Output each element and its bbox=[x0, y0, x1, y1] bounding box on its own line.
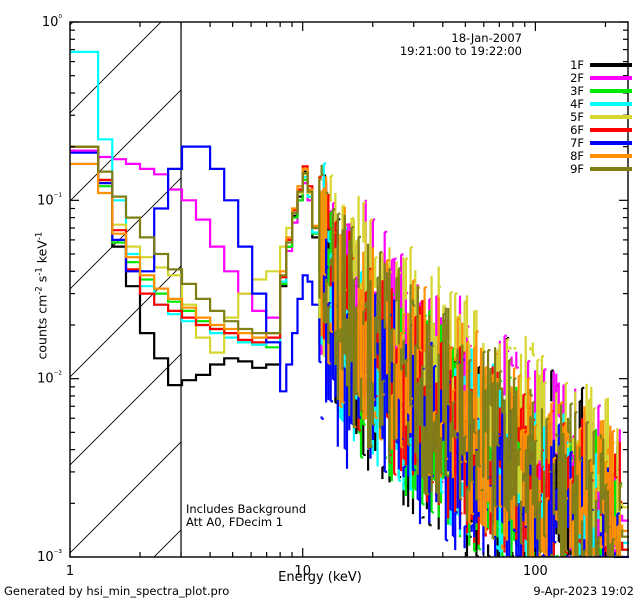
annotation-line-1: Includes Background bbox=[186, 502, 307, 516]
legend-label: 8F bbox=[570, 148, 584, 163]
legend-swatch bbox=[590, 140, 632, 145]
legend-label: 5F bbox=[570, 109, 584, 124]
legend-item-3f: 3F bbox=[524, 83, 632, 98]
x-tick-label: 10 bbox=[294, 564, 311, 579]
legend-label: 4F bbox=[570, 96, 584, 111]
legend-item-5f: 5F bbox=[524, 109, 632, 124]
legend-label: 3F bbox=[570, 83, 584, 98]
legend-swatch bbox=[590, 75, 632, 80]
legend-swatch bbox=[590, 127, 632, 132]
axis-frame bbox=[69, 21, 629, 558]
legend-item-1f: 1F bbox=[524, 57, 632, 72]
mask-top bbox=[0, 0, 640, 22]
legend: 1F 2F 3F 4F 5F 6F 7F 8F 9F bbox=[524, 57, 632, 176]
observation-time-range: 19:21:00 to 19:22:00 bbox=[399, 44, 522, 58]
series-noise-overlay bbox=[318, 162, 623, 558]
legend-swatch bbox=[590, 88, 632, 93]
observation-date: 18-Jan-2007 bbox=[451, 31, 522, 45]
legend-label: 7F bbox=[570, 135, 584, 150]
observation-header: 18-Jan-2007 19:21:00 to 19:22:00 bbox=[400, 32, 522, 58]
legend-swatch bbox=[590, 62, 632, 67]
legend-swatch bbox=[590, 114, 632, 119]
legend-item-8f: 8F bbox=[524, 148, 632, 163]
legend-label: 2F bbox=[570, 70, 584, 85]
mask-right bbox=[629, 0, 640, 600]
legend-item-4f: 4F bbox=[524, 96, 632, 111]
legend-swatch bbox=[590, 166, 632, 171]
footer-generator: Generated by hsi_min_spectra_plot.pro bbox=[4, 584, 230, 598]
legend-label: 6F bbox=[570, 122, 584, 137]
legend-swatch bbox=[590, 153, 632, 158]
y-tick-label: 10⁰ bbox=[42, 14, 63, 30]
legend-item-7f: 7F bbox=[524, 135, 632, 150]
mask-left bbox=[0, 0, 70, 600]
legend-label: 9F bbox=[570, 161, 584, 176]
y-axis-title: counts cm-2 s-1 keV-1 bbox=[34, 231, 50, 360]
annotation-line-2: Att A0, FDecim 1 bbox=[186, 515, 284, 529]
legend-item-2f: 2F bbox=[524, 70, 632, 85]
legend-label: 1F bbox=[570, 57, 584, 72]
x-axis-title: Energy (keV) bbox=[278, 570, 362, 585]
x-tick-label: 100 bbox=[523, 564, 548, 579]
footer-timestamp: 9-Apr-2023 19:02 bbox=[533, 584, 634, 598]
legend-item-6f: 6F bbox=[524, 122, 632, 137]
legend-swatch bbox=[590, 101, 632, 106]
legend-item-9f: 9F bbox=[524, 161, 632, 176]
plot-annotation: Includes Background Att A0, FDecim 1 bbox=[186, 503, 306, 529]
x-tick-label: 1 bbox=[66, 564, 74, 579]
mask-bottom bbox=[0, 558, 640, 600]
